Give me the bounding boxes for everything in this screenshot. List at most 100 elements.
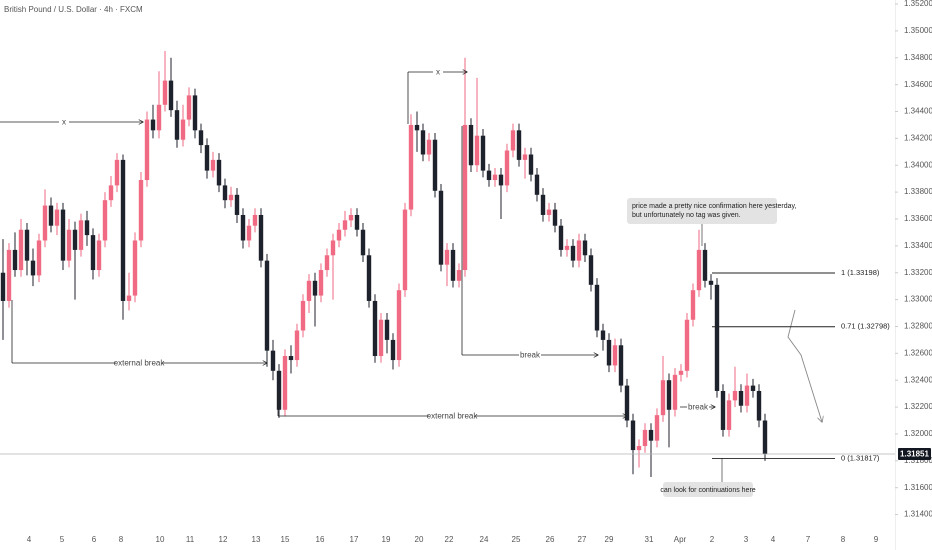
candle-body: [210, 159, 216, 171]
candle-body: [582, 240, 588, 256]
candle-body: [720, 390, 726, 430]
candle-body: [504, 150, 510, 186]
candle-body: [390, 339, 396, 361]
x-tick-label: Apr: [674, 535, 687, 544]
y-tick-label: 1.32400: [904, 375, 932, 384]
fib-label: 0.71 (1.32798): [841, 322, 890, 331]
y-tick-label: 1.32200: [904, 402, 932, 411]
annotation-label: x: [436, 68, 440, 77]
candle-body: [330, 240, 336, 256]
label-bg: [429, 411, 475, 421]
y-tick-label: 1.32000: [904, 429, 932, 438]
candle-body: [102, 200, 108, 241]
x-tick-label: 16: [316, 535, 325, 544]
candle-body: [588, 255, 594, 285]
candle-body: [420, 130, 426, 155]
candle-body: [510, 130, 516, 151]
candle-body: [72, 229, 78, 250]
candle-body: [462, 124, 468, 271]
candle-body: [306, 280, 312, 301]
x-tick-label: 2: [710, 535, 715, 544]
candle-body: [312, 280, 318, 296]
candle-body: [30, 260, 36, 276]
candle-body: [336, 229, 342, 241]
candle-body: [132, 240, 138, 296]
x-tick-label: 29: [605, 535, 614, 544]
candle-body: [516, 130, 522, 160]
y-tick-label: 1.33800: [904, 187, 932, 196]
candle-body: [84, 220, 90, 236]
candle-body: [546, 209, 552, 215]
candle-body: [444, 249, 450, 265]
label-bg: [116, 358, 162, 368]
candle-body: [750, 385, 756, 391]
y-tick-label: 1.35000: [904, 26, 932, 35]
annotation-label: break: [688, 403, 709, 412]
candle-body: [54, 209, 60, 226]
candle-body: [678, 370, 684, 375]
candle-body: [372, 300, 378, 357]
candles: [0, 51, 768, 477]
x-tick-label: 27: [578, 535, 587, 544]
x-tick-label: 8: [841, 535, 846, 544]
candle-body: [612, 345, 618, 366]
candle-body: [150, 119, 156, 131]
x-tick-label: 5: [60, 535, 65, 544]
candle-body: [540, 194, 546, 215]
candle-body: [246, 225, 252, 241]
x-tick-label: 15: [281, 535, 290, 544]
candle-body: [600, 330, 606, 340]
x-tick-label: 24: [480, 535, 489, 544]
y-tick-label: 1.31600: [904, 483, 932, 492]
candle-body: [438, 190, 444, 265]
projection-path: [787, 309, 822, 422]
x-tick-label: 4: [27, 535, 32, 544]
y-tick-label: 1.32800: [904, 322, 932, 331]
candle-body: [708, 280, 714, 285]
candle-body: [174, 110, 180, 140]
y-tick-label: 1.33400: [904, 241, 932, 250]
x-tick-label: 12: [219, 535, 228, 544]
candle-body: [108, 185, 114, 201]
last-price-label: 1.31851: [900, 450, 929, 459]
candle-body: [354, 214, 360, 230]
candle-body: [18, 229, 24, 271]
candle-body: [366, 255, 372, 301]
candle-body: [360, 229, 366, 256]
candle-body: [66, 229, 72, 261]
y-tick-label: 1.34800: [904, 53, 932, 62]
fib-label: 1 (1.33198): [841, 268, 880, 277]
candle-body: [342, 220, 348, 230]
candle-body: [576, 240, 582, 261]
candle-body: [456, 270, 462, 281]
candle-body: [276, 370, 282, 410]
candle-body: [114, 159, 120, 186]
candle-body: [558, 225, 564, 250]
candle-body: [96, 240, 102, 271]
candle-body: [204, 145, 210, 171]
candle-body: [450, 249, 456, 281]
candle-body: [228, 194, 234, 201]
last-price-tag: [898, 447, 931, 460]
candle-body: [300, 300, 306, 331]
annotation-label: external break: [427, 412, 479, 421]
candle-body: [606, 339, 612, 366]
candle-body: [672, 374, 678, 410]
candle-body: [636, 446, 642, 451]
candle-body: [666, 380, 672, 410]
y-tick-label: 1.32600: [904, 348, 932, 357]
candle-body: [348, 214, 354, 221]
candle-body: [414, 124, 420, 131]
candle-body: [732, 390, 738, 401]
callout-text: price made a pretty nice confirmation he…: [632, 203, 797, 210]
candle-body: [222, 185, 228, 201]
candle-body: [234, 194, 240, 215]
candle-body: [594, 284, 600, 331]
candle-body: [630, 420, 636, 451]
y-tick-label: 1.35200: [904, 0, 932, 8]
candle-body: [168, 80, 174, 111]
candle-body: [156, 104, 162, 131]
candle-body: [408, 124, 414, 210]
annotation-label: x: [62, 118, 66, 127]
candle-body: [0, 272, 6, 301]
